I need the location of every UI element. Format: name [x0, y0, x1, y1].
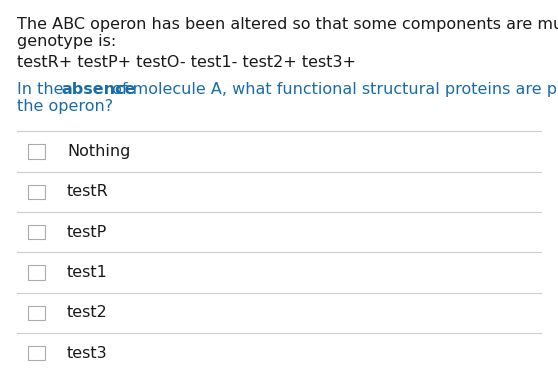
Text: test1: test1: [67, 265, 108, 280]
FancyBboxPatch shape: [28, 225, 45, 240]
FancyBboxPatch shape: [28, 346, 45, 360]
FancyBboxPatch shape: [28, 185, 45, 199]
Text: The ABC operon has been altered so that some components are mutated. The: The ABC operon has been altered so that …: [17, 17, 558, 32]
Text: absence: absence: [61, 82, 136, 97]
Text: genotype is:: genotype is:: [17, 34, 116, 48]
Text: test3: test3: [67, 346, 108, 361]
Text: testR+ testP+ testO- test1- test2+ test3+: testR+ testP+ testO- test1- test2+ test3…: [17, 55, 356, 70]
Text: Nothing: Nothing: [67, 144, 131, 159]
Text: of molecule A, what functional structural proteins are produced from: of molecule A, what functional structura…: [107, 82, 558, 97]
Text: In the: In the: [17, 82, 69, 97]
Text: testP: testP: [67, 225, 107, 240]
FancyBboxPatch shape: [28, 306, 45, 320]
FancyBboxPatch shape: [28, 144, 45, 159]
Text: testR: testR: [67, 184, 109, 199]
Text: the operon?: the operon?: [17, 99, 113, 114]
FancyBboxPatch shape: [28, 265, 45, 280]
Text: test2: test2: [67, 306, 108, 320]
